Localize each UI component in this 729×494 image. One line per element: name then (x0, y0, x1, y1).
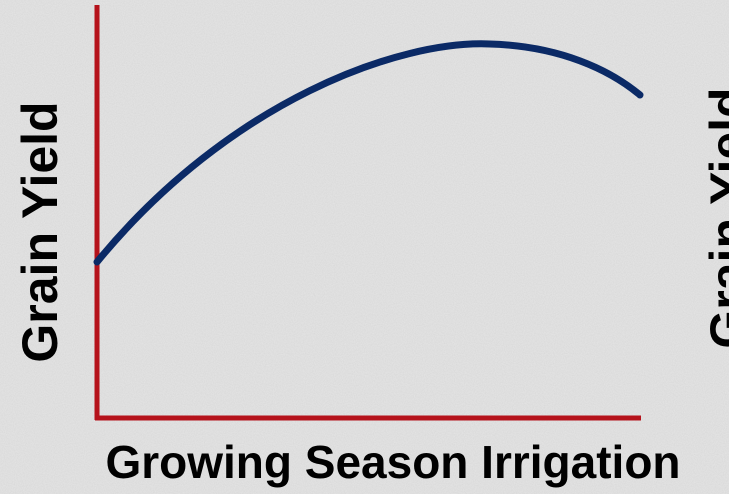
y-axis-label-next-panel: Grain Yield (700, 87, 729, 348)
yield-curve (93, 40, 644, 266)
x-axis-label: Growing Season Irrigation (105, 436, 680, 488)
y-axis-label: Grain Yield (12, 101, 68, 362)
